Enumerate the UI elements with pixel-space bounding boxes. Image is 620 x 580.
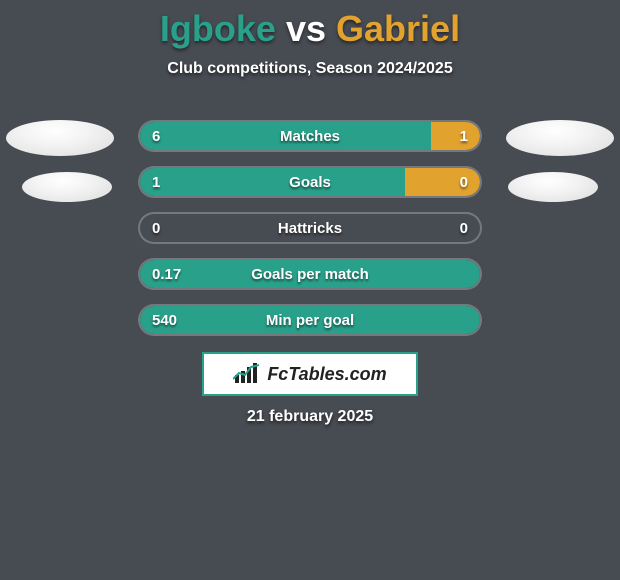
stat-row: 0 0Hattricks bbox=[138, 212, 482, 244]
player2-avatar-small bbox=[508, 172, 598, 202]
player1-avatar bbox=[6, 120, 114, 156]
chart-icon bbox=[233, 363, 261, 385]
stat-row: 10Goals bbox=[138, 166, 482, 198]
branding-badge: FcTables.com bbox=[202, 352, 418, 396]
value-player2: 0 bbox=[448, 168, 480, 196]
value-player1: 6 bbox=[140, 122, 172, 150]
value-player1: 540 bbox=[140, 306, 189, 334]
stat-label: Hattricks bbox=[140, 214, 480, 242]
value-player2: 1 bbox=[448, 122, 480, 150]
stat-row: 540Min per goal bbox=[138, 304, 482, 336]
fill-player1 bbox=[140, 122, 431, 150]
value-player1: 0.17 bbox=[140, 260, 193, 288]
value-player2: 0 bbox=[448, 214, 480, 242]
vs-label: vs bbox=[286, 8, 326, 49]
stat-row: 61Matches bbox=[138, 120, 482, 152]
subtitle: Club competitions, Season 2024/2025 bbox=[0, 60, 620, 78]
player2-name: Gabriel bbox=[336, 8, 460, 49]
stat-rows-container: 61Matches10Goals00Hattricks0.17Goals per… bbox=[138, 120, 482, 350]
branding-text: FcTables.com bbox=[267, 364, 386, 385]
player2-avatar bbox=[506, 120, 614, 156]
player1-name: Igboke bbox=[160, 8, 276, 49]
fill-player1 bbox=[140, 168, 405, 196]
value-player1: 1 bbox=[140, 168, 172, 196]
value-player1: 0 bbox=[140, 214, 172, 242]
stat-row: 0.17Goals per match bbox=[138, 258, 482, 290]
comparison-title: Igboke vs Gabriel bbox=[0, 0, 620, 50]
fill-player1 bbox=[140, 306, 480, 334]
date-label: 21 february 2025 bbox=[0, 408, 620, 426]
player1-avatar-small bbox=[22, 172, 112, 202]
